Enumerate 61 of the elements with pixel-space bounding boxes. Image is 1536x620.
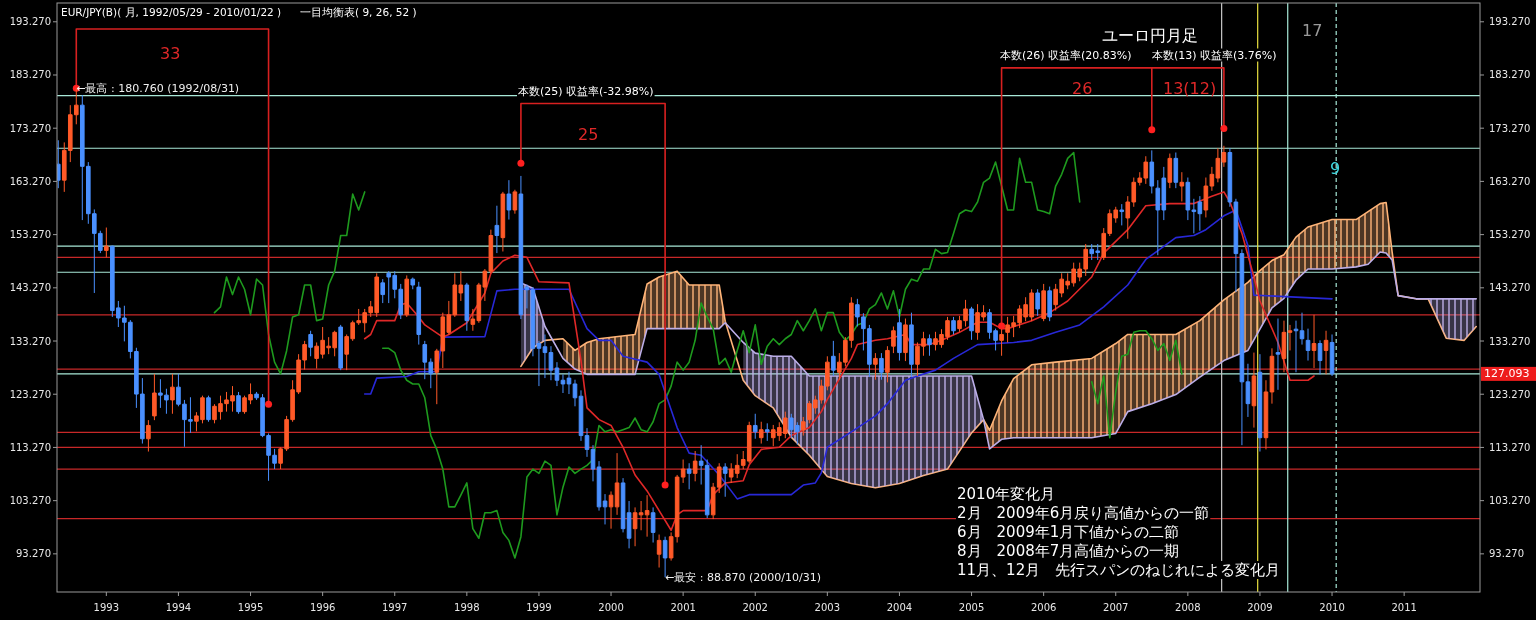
x-tick-label: 2005 [958, 601, 985, 613]
annotation: 26 [1072, 78, 1093, 98]
y-tick-label: 123.270 [9, 388, 51, 400]
x-tick-label: 2008 [1175, 601, 1201, 613]
x-tick-label: 1993 [93, 601, 120, 613]
y2-tick-label: 173.270 [1489, 122, 1531, 134]
y-tick-label: 143.270 [9, 282, 51, 294]
annotation: 8月 2008年7月高値からの一期 [957, 542, 1180, 560]
y-tick-label: 193.270 [9, 16, 51, 28]
annotation: 25 [578, 124, 599, 144]
annotation: 本数(26) 収益率(20.83%) [1000, 48, 1132, 62]
annotation: ←最高 : 180.760 (1992/08/31) [76, 81, 240, 95]
x-tick-label: 1996 [309, 601, 336, 613]
y-tick-label: 163.270 [9, 175, 51, 187]
x-tick-label: 2006 [1030, 601, 1057, 613]
annotation: 本数(13) 収益率(3.76%) [1152, 48, 1277, 62]
y2-tick-label: 103.270 [1489, 495, 1531, 507]
y2-tick-label: 193.270 [1489, 16, 1531, 28]
annotation: 2月 2009年6月戻り高値からの一節 [957, 504, 1210, 522]
annotation: 一目均衡表( 9, 26, 52 ) [300, 6, 417, 18]
y2-tick-label: 123.270 [1489, 388, 1531, 400]
x-tick-label: 2001 [670, 601, 696, 613]
text: ユーロ円月足 [1102, 25, 1198, 45]
annotation: 9 [1330, 158, 1341, 178]
y2-tick-label: 93.270 [1489, 548, 1524, 560]
x-tick-label: 2003 [814, 601, 841, 613]
x-tick-label: 1997 [382, 601, 408, 613]
annotation: 11月、12月 先行スパンのねじれによる変化月 [957, 561, 1281, 579]
annotation: 13(12) [1163, 78, 1217, 98]
y-tick-label: 133.270 [9, 335, 51, 347]
x-tick-label: 2000 [598, 601, 624, 613]
annotation: ←最安 : 88.870 (2000/10/31) [665, 570, 822, 584]
annotation: 17 [1302, 20, 1323, 40]
x-tick-label: 1998 [454, 601, 480, 613]
y2-tick-label: 163.270 [1489, 175, 1531, 187]
ref-line-label: 127.093 [1484, 367, 1530, 381]
y2-tick-label: 133.270 [1489, 335, 1531, 347]
y2-tick-label: 153.270 [1489, 229, 1531, 241]
y-tick-label: 103.270 [9, 495, 51, 507]
annotation: 2010年変化月 [957, 485, 1056, 503]
x-tick-label: 2009 [1247, 601, 1273, 613]
y-tick-label: 93.270 [16, 548, 51, 560]
x-tick-label: 2011 [1391, 601, 1417, 613]
y-tick-label: 153.270 [9, 229, 51, 241]
x-tick-label: 1994 [165, 601, 192, 613]
y2-tick-label: 183.270 [1489, 69, 1531, 81]
annotation: 33 [160, 43, 181, 63]
annotation: 本数(25) 収益率(-32.98%) [518, 84, 654, 98]
y-tick-label: 173.270 [9, 122, 51, 134]
y-tick-label: 113.270 [9, 441, 51, 453]
x-tick-label: 1995 [237, 601, 264, 613]
x-tick-label: 2004 [886, 601, 913, 613]
x-tick-label: 2007 [1103, 601, 1129, 613]
y-tick-label: 183.270 [9, 69, 51, 81]
y2-tick-label: 143.270 [1489, 282, 1531, 294]
x-tick-label: 2002 [742, 601, 768, 613]
annotation: 6月 2009年1月下値からの二節 [957, 523, 1180, 541]
x-tick-label: 1999 [526, 601, 552, 613]
chart-subtitle: EUR/JPY(B)( 月, 1992/05/29 - 2010/01/22 ) [61, 6, 282, 18]
x-tick-label: 2010 [1319, 601, 1345, 613]
y2-tick-label: 113.270 [1489, 441, 1531, 453]
